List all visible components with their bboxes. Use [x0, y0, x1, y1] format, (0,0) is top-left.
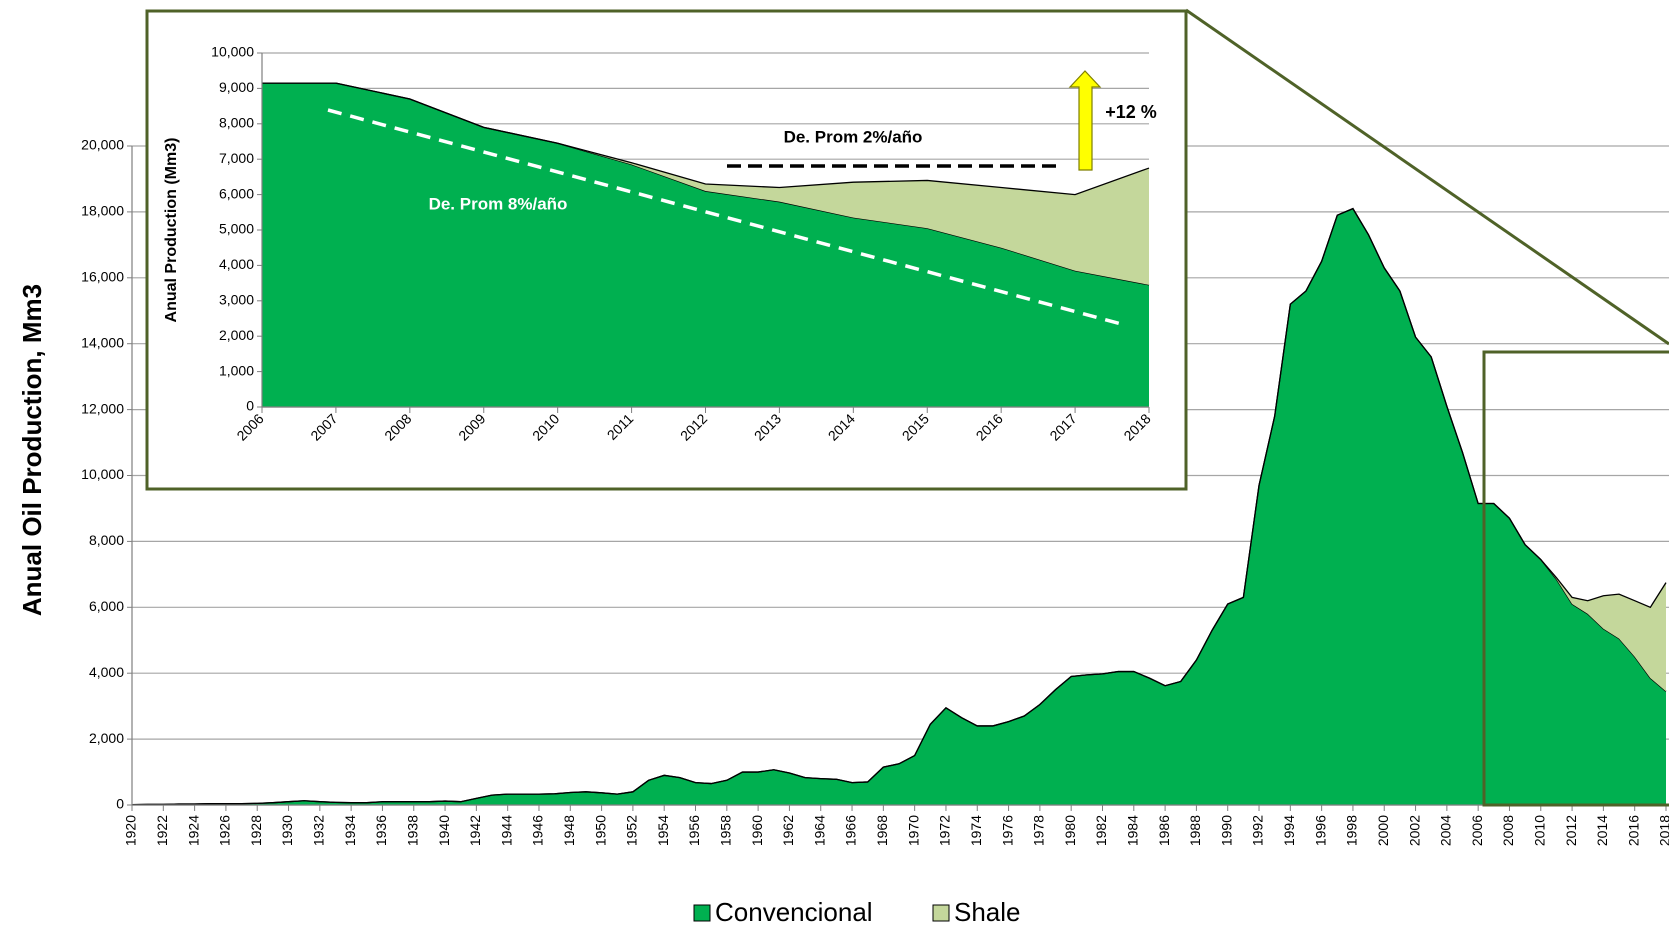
x-tick-label: 1950	[592, 815, 608, 846]
x-tick-label: 1952	[624, 815, 640, 846]
area-outline	[131, 207, 1667, 806]
x-tick-label: 1944	[498, 815, 514, 846]
y-tick-label: 6,000	[89, 598, 124, 614]
x-tick-label: 1996	[1312, 815, 1328, 846]
x-tick-label: 1974	[968, 815, 984, 846]
legend-swatch	[932, 904, 950, 922]
x-tick-label: 2002	[1406, 815, 1422, 846]
x-tick-label: 1920	[123, 815, 139, 846]
x-tick-label: 1972	[937, 815, 953, 846]
legend: Convencional Shale	[693, 897, 1021, 927]
legend-swatch	[693, 904, 711, 922]
x-tick-label: 1964	[811, 815, 827, 846]
x-tick-label: 1984	[1124, 815, 1140, 846]
area-outline	[262, 82, 1150, 196]
y-tick-label: 20,000	[81, 137, 124, 153]
x-tick-label: 1994	[1281, 815, 1297, 846]
y-axis-label: Anual Oil Production, Mm3	[17, 284, 47, 616]
y-tick-label: 4,000	[219, 256, 254, 272]
x-tick-label: 1970	[905, 815, 921, 846]
y-tick-label: 5,000	[219, 221, 254, 237]
x-tick-label: 1954	[655, 815, 671, 846]
legend-label: Convencional	[715, 897, 873, 927]
x-tick-label: 1968	[874, 815, 890, 846]
y-tick-label: 1,000	[219, 362, 254, 378]
y-tick-label: 12,000	[81, 400, 124, 416]
x-tick-label: 1980	[1062, 815, 1078, 846]
x-tick-label: 2000	[1375, 815, 1391, 846]
y-tick-label: 14,000	[81, 334, 124, 350]
y-tick-label: 18,000	[81, 203, 124, 219]
y-tick-label: 9,000	[219, 79, 254, 95]
y-tick-label: 0	[116, 796, 124, 812]
x-tick-label: 1932	[311, 815, 327, 846]
y-tick-label: 10,000	[211, 44, 254, 60]
x-tick-label: 2016	[1625, 815, 1641, 846]
x-tick-label: 1962	[780, 815, 796, 846]
x-tick-label: 1922	[154, 815, 170, 846]
x-tick-label: 1982	[1093, 815, 1109, 846]
x-tick-label: 2018	[1657, 815, 1669, 846]
y-tick-label: 2,000	[219, 327, 254, 343]
x-tick-label: 1966	[843, 815, 859, 846]
x-tick-label: 1926	[217, 815, 233, 846]
annotation: +12 %	[1105, 102, 1157, 122]
y-tick-label: 2,000	[89, 730, 124, 746]
y-tick-label: 8,000	[89, 532, 124, 548]
x-tick-label: 1958	[718, 815, 734, 846]
x-tick-label: 2010	[1531, 815, 1547, 846]
x-tick-label: 1998	[1344, 815, 1360, 846]
x-tick-label: 1928	[248, 815, 264, 846]
annotation: De. Prom 2%/año	[784, 127, 923, 146]
x-tick-label: 1938	[404, 815, 420, 846]
y-tick-label: 6,000	[219, 185, 254, 201]
x-tick-label: 1946	[530, 815, 546, 846]
y-tick-label: 3,000	[219, 292, 254, 308]
x-tick-label: 2008	[1500, 815, 1516, 846]
x-tick-label: 2014	[1594, 815, 1610, 846]
x-tick-label: 1934	[342, 815, 358, 846]
y-tick-label: 4,000	[89, 664, 124, 680]
x-tick-label: 2004	[1438, 815, 1454, 846]
y-tick-label: 16,000	[81, 269, 124, 285]
zoom-box	[1482, 350, 1669, 807]
x-tick-label: 1930	[279, 815, 295, 846]
legend-label: Shale	[954, 897, 1021, 927]
x-tick-label: 1978	[1031, 815, 1047, 846]
x-tick-label: 1990	[1218, 815, 1234, 846]
y-tick-label: 7,000	[219, 150, 254, 166]
x-tick-label: 1986	[1156, 815, 1172, 846]
zoom-connector	[1185, 8, 1669, 346]
inset-chart: 0 1,000 2,000 3,000 4,000 5,000 6,000 7,000 8,00…	[145, 9, 1188, 491]
x-tick-label: 1936	[373, 815, 389, 846]
x-tick-label: 1960	[749, 815, 765, 846]
y-tick-label: 8,000	[219, 115, 254, 131]
x-tick-label: 2006	[1469, 815, 1485, 846]
y-tick-label: 0	[246, 398, 254, 414]
y-axis-label: Anual Production (Mm3)	[163, 138, 180, 323]
x-tick-label: 1988	[1187, 815, 1203, 846]
area	[262, 83, 1149, 407]
increase-arrow	[1068, 70, 1102, 171]
x-tick-label: 1924	[185, 815, 201, 846]
x-tick-label: 1956	[686, 815, 702, 846]
x-tick-label: 1948	[561, 815, 577, 846]
x-tick-label: 2012	[1563, 815, 1579, 846]
y-tick-label: 10,000	[81, 466, 124, 482]
annotation: De. Prom 8%/año	[429, 194, 568, 213]
x-tick-label: 1976	[999, 815, 1015, 846]
x-tick-label: 1992	[1250, 815, 1266, 846]
area	[132, 208, 1666, 806]
x-tick-label: 1942	[467, 815, 483, 846]
x-tick-label: 1940	[436, 815, 452, 846]
inset-annotations: De. Prom 2%/año De. Prom 8%/año +12 % An…	[163, 70, 1157, 327]
